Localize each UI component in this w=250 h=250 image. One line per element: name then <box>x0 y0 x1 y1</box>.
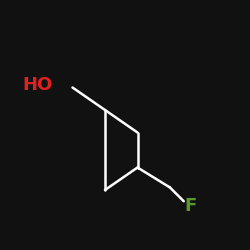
Text: F: F <box>184 197 196 215</box>
Text: HO: HO <box>22 76 52 94</box>
